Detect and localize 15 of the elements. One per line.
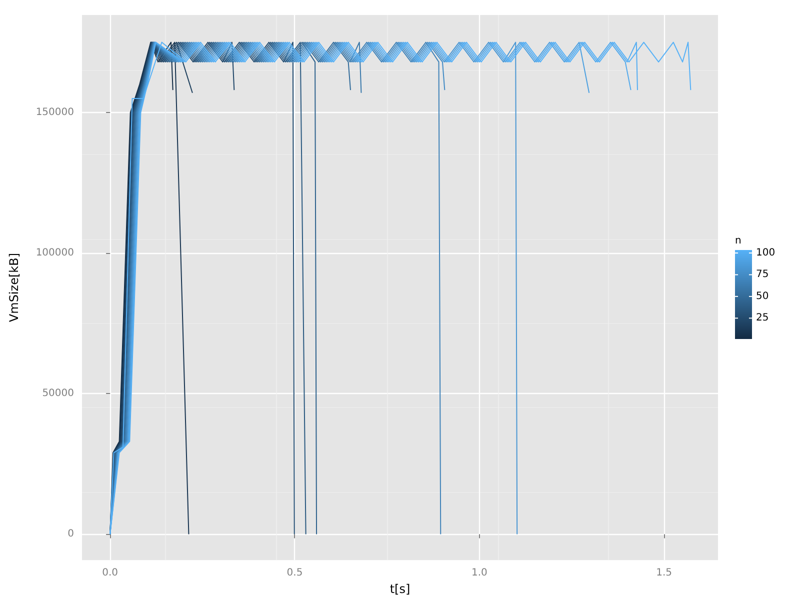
color-bar-label: 50 xyxy=(756,290,769,302)
y-axis-title: VmSize[kB] xyxy=(7,253,21,322)
y-tick-label: 150000 xyxy=(36,107,74,118)
color-bar-title: n xyxy=(735,236,742,246)
x-tick-label: 1.5 xyxy=(656,568,672,579)
x-tick-label: 0.5 xyxy=(286,568,303,579)
y-tick-label: 0 xyxy=(68,528,74,540)
color-bar-label: 75 xyxy=(756,269,769,280)
y-tick-label: 100000 xyxy=(36,248,74,259)
x-tick-label: 1.0 xyxy=(471,568,488,579)
x-axis-title: t[s] xyxy=(390,582,410,596)
color-bar-label: 100 xyxy=(756,248,776,258)
x-tick-label: 0.0 xyxy=(102,568,118,579)
y-tick-label: 50000 xyxy=(42,388,74,400)
color-bar-label: 25 xyxy=(756,312,769,324)
